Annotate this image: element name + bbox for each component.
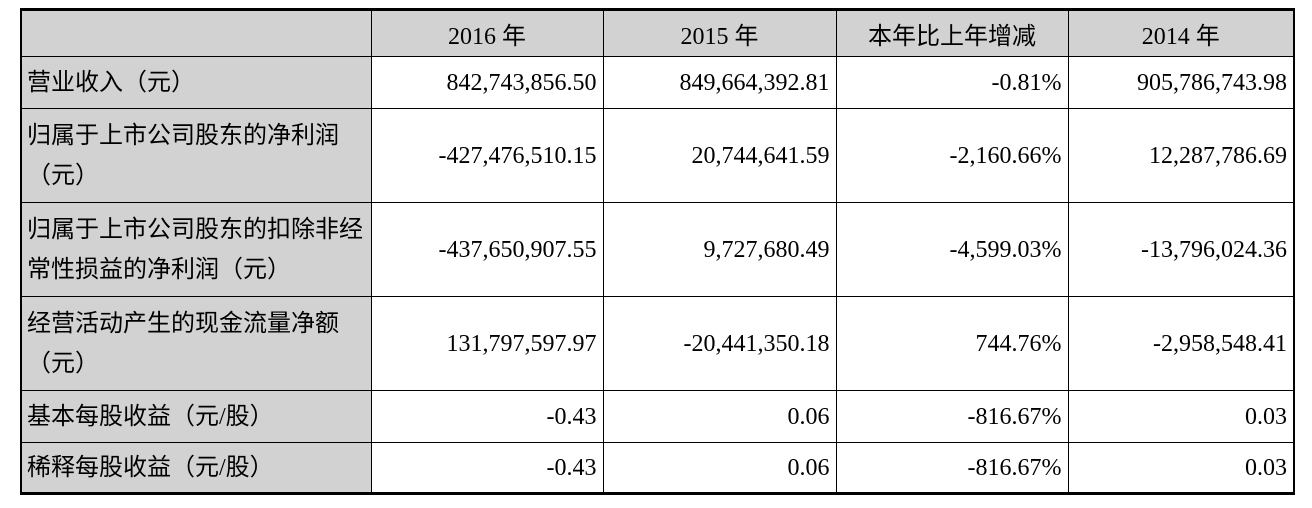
- cell-2015: 849,664,392.81: [602, 56, 837, 109]
- cell-2014: -2,958,548.41: [1067, 296, 1295, 391]
- cell-yoy-change: -4,599.03%: [835, 202, 1069, 297]
- table-row-diluted-eps: 稀释每股收益（元/股） -0.43 0.06 -816.67% 0.03: [20, 442, 1295, 494]
- col-header-2014: 2014 年: [1067, 9, 1295, 57]
- row-label: 经营活动产生的现金流量净额（元）: [20, 296, 372, 391]
- col-header-yoy-change: 本年比上年增减: [835, 9, 1069, 57]
- cell-2015: 0.06: [602, 442, 837, 494]
- col-header-2015: 2015 年: [602, 9, 837, 57]
- cell-2014: 905,786,743.98: [1067, 56, 1295, 109]
- cell-2014: 12,287,786.69: [1067, 108, 1295, 203]
- table-row-net-profit: 归属于上市公司股东的净利润（元） -427,476,510.15 20,744,…: [20, 108, 1295, 203]
- cell-yoy-change: -816.67%: [835, 442, 1069, 494]
- cell-2016: -427,476,510.15: [370, 108, 604, 203]
- row-label: 归属于上市公司股东的净利润（元）: [20, 108, 372, 203]
- col-header-blank: [20, 9, 372, 57]
- cell-2015: 9,727,680.49: [602, 202, 837, 297]
- cell-yoy-change: -2,160.66%: [835, 108, 1069, 203]
- cell-2016: 842,743,856.50: [370, 56, 604, 109]
- cell-yoy-change: -0.81%: [835, 56, 1069, 109]
- cell-yoy-change: -816.67%: [835, 390, 1069, 443]
- cell-2016: -0.43: [370, 390, 604, 443]
- cell-2015: -20,441,350.18: [602, 296, 837, 391]
- cell-2015: 20,744,641.59: [602, 108, 837, 203]
- row-label: 基本每股收益（元/股）: [20, 390, 372, 443]
- cell-2014: 0.03: [1067, 442, 1295, 494]
- cell-2014: -13,796,024.36: [1067, 202, 1295, 297]
- financial-summary-table: 2016 年 2015 年 本年比上年增减 2014 年 营业收入（元） 842…: [20, 8, 1295, 495]
- table-row-operating-cash-flow: 经营活动产生的现金流量净额（元） 131,797,597.97 -20,441,…: [20, 296, 1295, 391]
- cell-2015: 0.06: [602, 390, 837, 443]
- table-row-basic-eps: 基本每股收益（元/股） -0.43 0.06 -816.67% 0.03: [20, 390, 1295, 443]
- cell-yoy-change: 744.76%: [835, 296, 1069, 391]
- table-row-operating-revenue: 营业收入（元） 842,743,856.50 849,664,392.81 -0…: [20, 56, 1295, 109]
- col-header-2016: 2016 年: [370, 9, 604, 57]
- cell-2016: 131,797,597.97: [370, 296, 604, 391]
- cell-2016: -0.43: [370, 442, 604, 494]
- row-label: 归属于上市公司股东的扣除非经常性损益的净利润（元）: [20, 202, 372, 297]
- table-row-net-profit-excl-nonrecurring: 归属于上市公司股东的扣除非经常性损益的净利润（元） -437,650,907.5…: [20, 202, 1295, 297]
- row-label: 营业收入（元）: [20, 56, 372, 109]
- cell-2016: -437,650,907.55: [370, 202, 604, 297]
- row-label: 稀释每股收益（元/股）: [20, 442, 372, 494]
- cell-2014: 0.03: [1067, 390, 1295, 443]
- table-header-row: 2016 年 2015 年 本年比上年增减 2014 年: [20, 9, 1295, 57]
